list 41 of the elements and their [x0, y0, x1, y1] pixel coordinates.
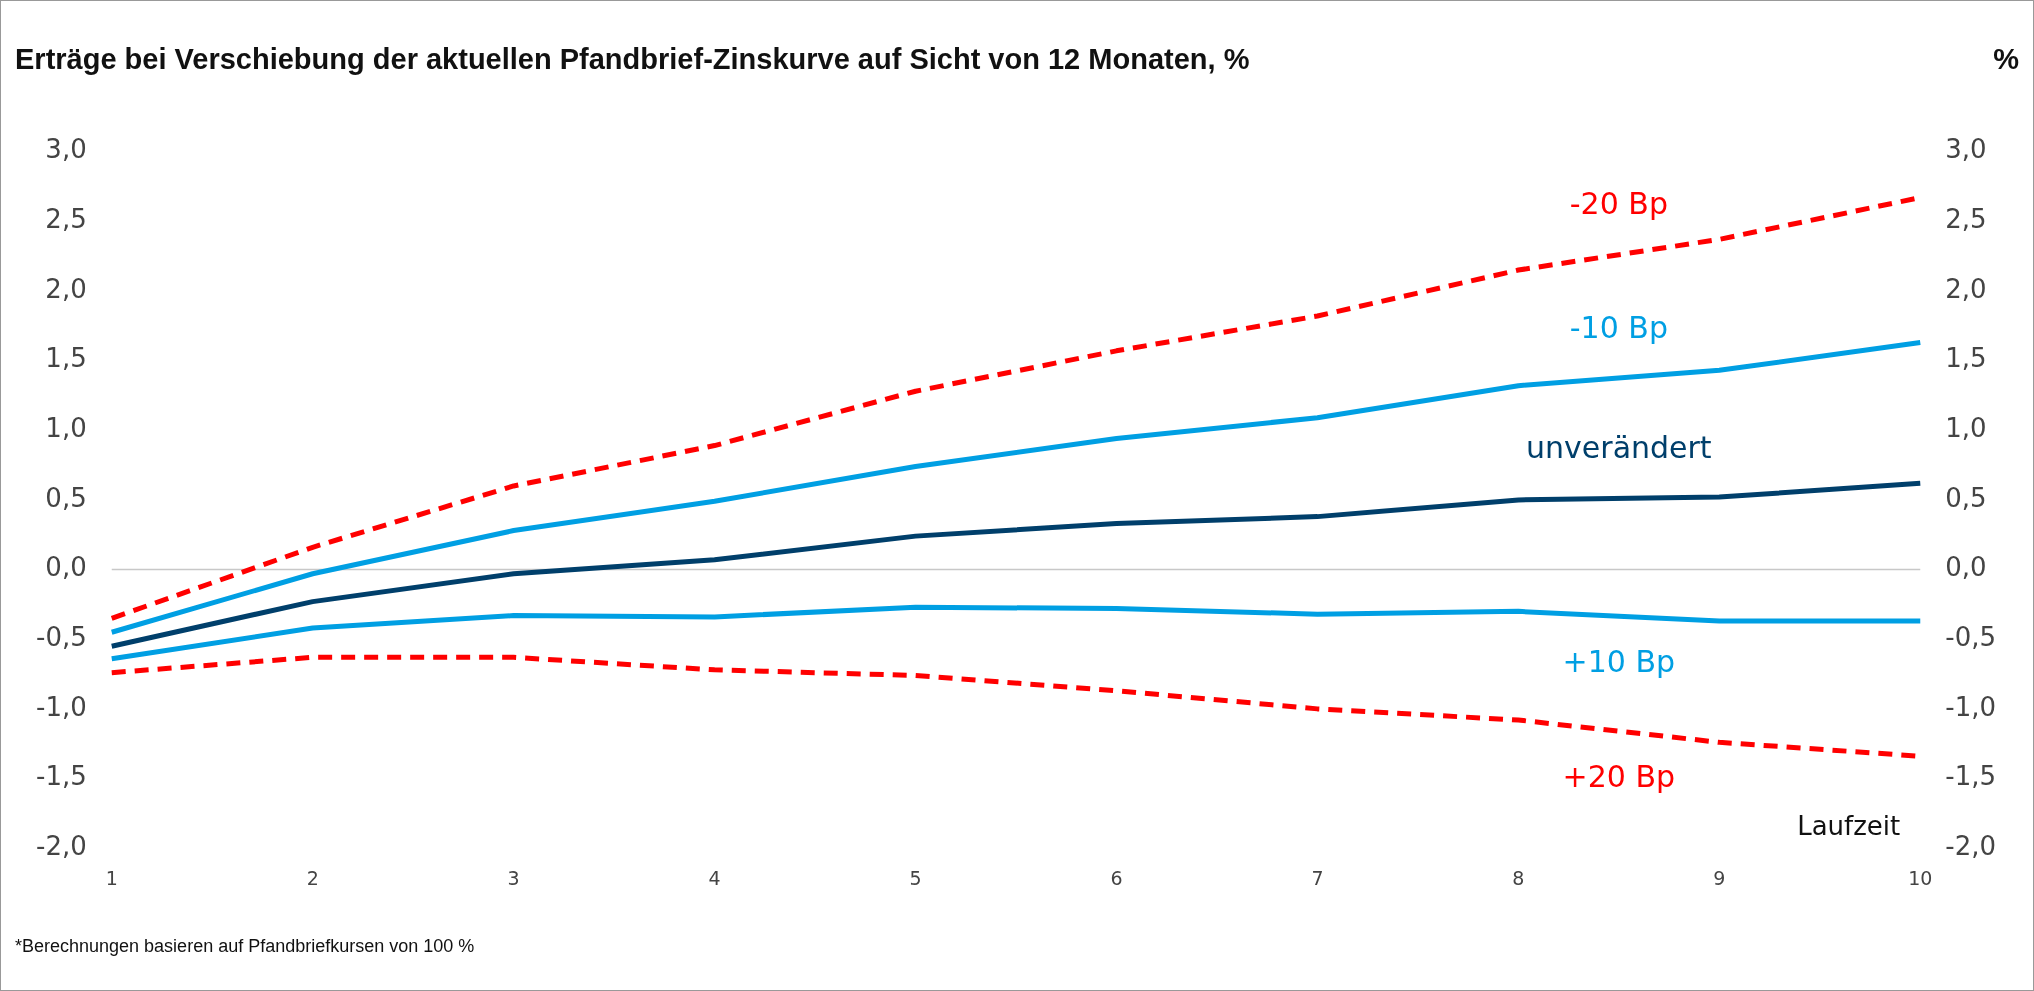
x-tick-label: 9 — [1713, 866, 1726, 889]
y-tick-label: 0,0 — [45, 552, 87, 583]
x-tick-label: 10 — [1908, 866, 1933, 889]
y-tick-label: 1,5 — [45, 343, 87, 374]
y2-tick-label: -1,5 — [1945, 761, 1996, 792]
x-tick-label: 2 — [306, 866, 319, 889]
x-tick-label: 3 — [507, 866, 520, 889]
y2-tick-label: 1,0 — [1945, 412, 1987, 443]
y2-tick-label: 0,0 — [1945, 552, 1987, 583]
y2-tick-label: 2,0 — [1945, 273, 1987, 304]
y2-tick-label: -1,0 — [1945, 691, 1996, 722]
y-tick-label: -1,0 — [36, 691, 87, 722]
y-tick-label: 2,0 — [45, 273, 87, 304]
y-tick-label: -1,5 — [36, 761, 87, 792]
series-label: +20 Bp — [1562, 758, 1676, 794]
y-tick-label: 2,5 — [45, 204, 87, 235]
x-axis-title: Laufzeit — [1797, 810, 1901, 841]
x-tick-label: 8 — [1512, 866, 1525, 889]
series-label: -10 Bp — [1569, 309, 1668, 345]
x-tick-label: 5 — [909, 866, 922, 889]
y2-tick-label: 1,5 — [1945, 343, 1987, 374]
y-tick-label: -0,5 — [36, 621, 87, 652]
series-label: unverändert — [1526, 430, 1712, 466]
y2-tick-label: 3,0 — [1945, 134, 1987, 165]
x-tick-label: 7 — [1311, 866, 1324, 889]
chart-title: Erträge bei Verschiebung der aktuellen Pfandbrief-Zinskurve auf Sicht von 12 Monaten, % — [15, 43, 1250, 76]
y-tick-label: 1,0 — [45, 412, 87, 443]
y2-tick-label: -0,5 — [1945, 621, 1996, 652]
x-tick-label: 4 — [708, 866, 721, 889]
y2-axis-title: % — [1993, 43, 2019, 76]
x-tick-label: 1 — [105, 866, 118, 889]
y-tick-label: -2,0 — [36, 830, 87, 861]
text: *Berechnungen basieren auf Pfandbriefkursen von 100 % — [15, 936, 475, 957]
x-tick-label: 6 — [1110, 866, 1123, 889]
y2-tick-label: 2,5 — [1945, 204, 1987, 235]
y2-tick-label: -2,0 — [1945, 830, 1996, 861]
y-tick-label: 0,5 — [45, 482, 87, 513]
series-label: +10 Bp — [1562, 644, 1676, 680]
y2-tick-label: 0,5 — [1945, 482, 1987, 513]
series-label: -20 Bp — [1569, 186, 1668, 222]
y-tick-label: 3,0 — [45, 134, 87, 165]
